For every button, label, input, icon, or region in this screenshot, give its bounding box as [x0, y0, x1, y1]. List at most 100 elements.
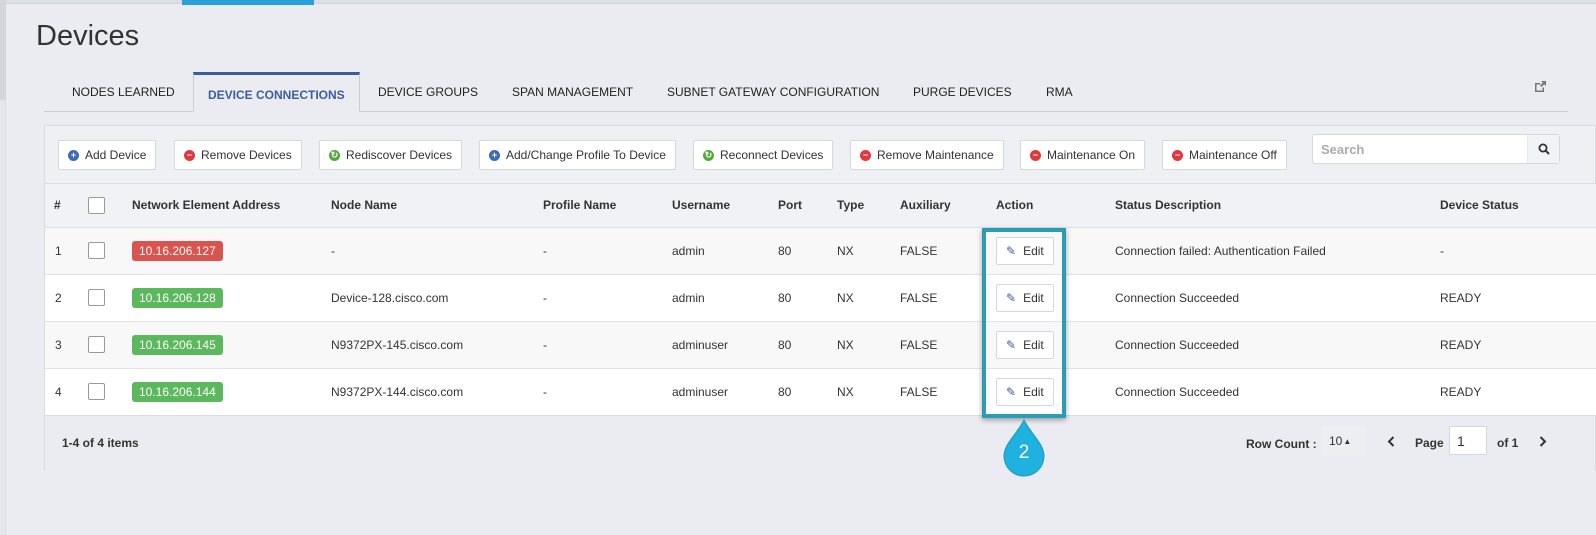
- port: 80: [778, 274, 837, 322]
- row-checkbox[interactable]: [88, 289, 105, 306]
- col-device-status[interactable]: Device Status: [1440, 184, 1596, 228]
- row-number: 1: [45, 227, 88, 275]
- row-number: 4: [45, 368, 88, 416]
- edit-button[interactable]: ✎ Edit: [996, 377, 1054, 406]
- auxiliary: FALSE: [900, 227, 996, 275]
- tab-device-groups[interactable]: DEVICE GROUPS: [378, 85, 479, 99]
- remove-maintenance-button[interactable]: − Remove Maintenance: [850, 140, 1004, 170]
- row-number: 3: [45, 321, 88, 369]
- username: admin: [672, 227, 778, 275]
- edit-button[interactable]: ✎ Edit: [996, 330, 1054, 359]
- row-select-cell: [88, 274, 132, 322]
- profile-name: -: [543, 274, 672, 322]
- col-network-element-address[interactable]: Network Element Address: [132, 184, 331, 228]
- tab-rma[interactable]: RMA: [1046, 85, 1073, 99]
- tab-subnet-gateway-configuration[interactable]: SUBNET GATEWAY CONFIGURATION: [667, 85, 880, 99]
- pencil-icon: ✎: [1006, 337, 1017, 352]
- button-label: Remove Devices: [201, 148, 292, 162]
- search-button[interactable]: [1527, 135, 1559, 163]
- col-auxiliary[interactable]: Auxiliary: [900, 184, 996, 228]
- minus-circle-icon: −: [1030, 149, 1041, 161]
- refresh-circle-icon: ↻: [329, 149, 340, 161]
- col-profile-name[interactable]: Profile Name: [543, 184, 672, 228]
- caret-up-icon: ▲: [1343, 436, 1352, 446]
- table-row[interactable]: 3 10.16.206.145 N9372PX-145.cisco.com - …: [45, 321, 1596, 369]
- callout-number: 2: [1018, 442, 1030, 463]
- table-row[interactable]: 4 10.16.206.144 N9372PX-144.cisco.com - …: [45, 368, 1596, 416]
- device-status: -: [1440, 227, 1596, 275]
- reconnect-devices-button[interactable]: ↻ Reconnect Devices: [693, 140, 834, 170]
- col-number: #: [45, 184, 88, 228]
- button-label: Add/Change Profile To Device: [506, 148, 666, 162]
- left-sidebar-edge: [0, 0, 6, 535]
- action-toolbar: + Add Device − Remove Devices ↻ Rediscov…: [45, 126, 1595, 184]
- action-cell: ✎ Edit: [996, 368, 1115, 416]
- type: NX: [837, 321, 900, 369]
- page-number-input[interactable]: [1449, 426, 1487, 455]
- col-username[interactable]: Username: [672, 184, 778, 228]
- external-link-icon[interactable]: [1534, 80, 1548, 94]
- row-number: 2: [45, 274, 88, 322]
- button-label: Add Device: [85, 148, 147, 162]
- button-label: Maintenance On: [1047, 148, 1136, 162]
- rediscover-devices-button[interactable]: ↻ Rediscover Devices: [319, 140, 463, 170]
- address-badge-failed: 10.16.206.127: [132, 240, 223, 261]
- maintenance-on-button[interactable]: − Maintenance On: [1020, 140, 1146, 170]
- plus-circle-icon: +: [68, 149, 79, 161]
- port: 80: [778, 227, 837, 275]
- edit-button[interactable]: ✎ Edit: [996, 283, 1054, 312]
- next-page-button[interactable]: [1531, 426, 1555, 456]
- previous-page-button[interactable]: [1379, 426, 1403, 456]
- minus-circle-icon: −: [860, 149, 871, 161]
- tab-span-management[interactable]: SPAN MANAGEMENT: [512, 85, 634, 99]
- annotation-callout: 2: [1003, 418, 1045, 478]
- type: NX: [837, 227, 900, 275]
- device-status: READY: [1440, 368, 1596, 416]
- row-checkbox[interactable]: [88, 242, 105, 259]
- top-nav-bar: [0, 0, 1596, 4]
- callout-drop-icon: [1003, 418, 1045, 477]
- node-name: N9372PX-144.cisco.com: [331, 368, 543, 416]
- row-select-cell: [88, 368, 132, 416]
- select-all-checkbox[interactable]: [88, 196, 105, 214]
- pencil-icon: ✎: [1006, 243, 1017, 258]
- row-count-select[interactable]: 10 ▲: [1321, 426, 1365, 456]
- edit-label: Edit: [1023, 243, 1044, 258]
- chevron-left-icon: [1387, 435, 1395, 447]
- device-connections-table: # Network Element Address Node Name Prof…: [45, 184, 1596, 416]
- col-type[interactable]: Type: [837, 184, 900, 228]
- remove-devices-button[interactable]: − Remove Devices: [174, 140, 302, 170]
- device-connections-panel: + Add Device − Remove Devices ↻ Rediscov…: [44, 125, 1596, 471]
- edit-label: Edit: [1023, 384, 1044, 399]
- add-device-button[interactable]: + Add Device: [58, 140, 157, 170]
- left-sidebar-edge-top: [0, 0, 6, 100]
- row-select-cell: [88, 321, 132, 369]
- page-label: Page: [1415, 436, 1444, 450]
- maintenance-off-button[interactable]: − Maintenance Off: [1162, 140, 1287, 170]
- status-description: Connection failed: Authentication Failed: [1115, 227, 1440, 275]
- add-change-profile-button[interactable]: + Add/Change Profile To Device: [479, 140, 676, 170]
- row-checkbox[interactable]: [88, 336, 105, 353]
- tab-nodes-learned[interactable]: NODES LEARNED: [72, 85, 175, 99]
- node-name: N9372PX-145.cisco.com: [331, 321, 543, 369]
- row-checkbox[interactable]: [88, 383, 105, 400]
- search-input[interactable]: [1313, 135, 1523, 163]
- node-name: Device-128.cisco.com: [331, 274, 543, 322]
- edit-button[interactable]: ✎ Edit: [996, 236, 1054, 265]
- col-port[interactable]: Port: [778, 184, 837, 228]
- username: adminuser: [672, 321, 778, 369]
- search-icon: [1538, 143, 1550, 155]
- profile-name: -: [543, 368, 672, 416]
- table-row[interactable]: 2 10.16.206.128 Device-128.cisco.com - a…: [45, 274, 1596, 322]
- pencil-icon: ✎: [1006, 384, 1017, 399]
- port: 80: [778, 321, 837, 369]
- tab-device-connections[interactable]: DEVICE CONNECTIONS: [193, 72, 360, 112]
- pencil-icon: ✎: [1006, 290, 1017, 305]
- table-header-row: # Network Element Address Node Name Prof…: [45, 184, 1596, 228]
- col-status-description[interactable]: Status Description: [1115, 184, 1440, 228]
- action-cell: ✎ Edit: [996, 274, 1115, 322]
- col-node-name[interactable]: Node Name: [331, 184, 543, 228]
- table-row[interactable]: 1 10.16.206.127 - - admin 80 NX FALSE ✎ E…: [45, 227, 1596, 275]
- address-cell: 10.16.206.144: [132, 368, 331, 416]
- tab-purge-devices[interactable]: PURGE DEVICES: [913, 85, 1012, 99]
